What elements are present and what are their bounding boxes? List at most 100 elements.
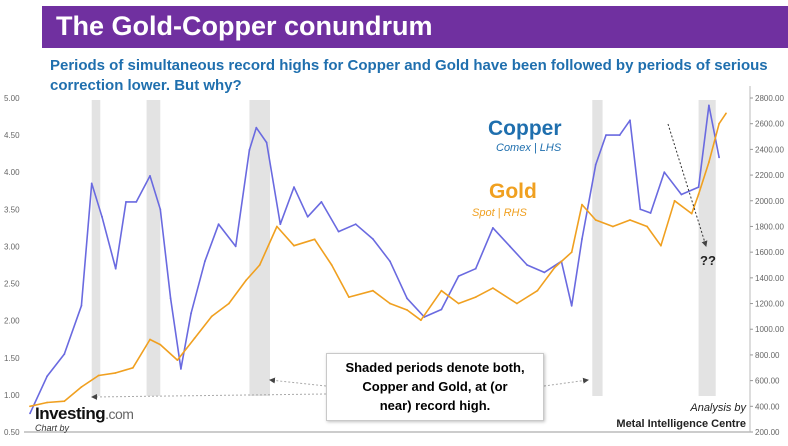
left-tick-label-5: 3.00	[4, 242, 20, 251]
gold-point	[245, 279, 247, 282]
copper-point	[440, 308, 443, 311]
shaded-periods	[91, 100, 716, 396]
copper-point	[90, 182, 93, 185]
copper-point	[639, 208, 642, 211]
gold-point	[492, 287, 494, 289]
gold-point	[612, 225, 614, 228]
shaded-period-1	[146, 100, 161, 396]
gold-point	[80, 386, 83, 388]
gold-point	[210, 315, 213, 318]
copper-point	[474, 267, 477, 270]
copper-point	[663, 171, 666, 174]
copper-point	[354, 223, 357, 226]
copper-point	[492, 227, 494, 229]
series-lines	[29, 104, 727, 415]
gold-point	[690, 212, 693, 215]
copper-point	[581, 238, 583, 240]
left-axis-ticks: 0.50 1.00 1.50 2.00 2.50 3.00 3.50 4.00 4.50 5.00	[4, 94, 20, 437]
gold-series-line	[29, 112, 727, 408]
copper-point	[135, 201, 138, 203]
logo-main: Investing	[35, 404, 106, 423]
gold-point	[97, 374, 100, 377]
logo-suffix: .com	[105, 406, 134, 422]
copper-point	[234, 245, 237, 248]
copper-point	[618, 134, 621, 137]
copper-point	[293, 186, 295, 189]
gold-point	[149, 338, 151, 341]
chart-subtitle: Periods of simultaneous record highs for…	[50, 57, 768, 94]
gold-series-label: Gold	[489, 180, 537, 203]
right-tick-label-2: 600.00	[755, 377, 780, 386]
gold-point	[132, 366, 134, 369]
copper-point	[708, 104, 710, 107]
right-axis-ticks: 200.00 400.00 600.00 800.00 1000.00 1200.00 14…	[750, 94, 784, 437]
copper-point	[320, 201, 323, 203]
left-tick-label-4: 2.50	[4, 280, 20, 289]
copper-point	[594, 163, 597, 166]
gold-point	[725, 112, 727, 115]
right-tick-label-1: 400.00	[755, 402, 780, 411]
copper-point	[46, 375, 48, 378]
callout-arrow-right	[543, 377, 589, 387]
gold-point	[708, 161, 710, 164]
gold-point	[46, 401, 48, 404]
gold-point	[114, 372, 117, 374]
right-tick-label-4: 1000.00	[755, 325, 784, 334]
gold-point	[176, 359, 179, 361]
gridlines	[24, 86, 751, 433]
right-tick-label-0: 200.00	[755, 428, 780, 437]
copper-point	[190, 312, 193, 315]
callout-line-3: near) record high.	[379, 398, 491, 413]
copper-point	[406, 297, 408, 300]
correction-arrow	[667, 123, 708, 247]
copper-point	[629, 119, 631, 122]
analyst-name: Metal Intelligence Centre	[616, 418, 746, 430]
right-tick-label-6: 1400.00	[755, 274, 784, 283]
right-tick-label-8: 1800.00	[755, 222, 784, 231]
copper-point	[306, 215, 309, 218]
copper-point	[526, 264, 528, 266]
copper-point	[169, 297, 172, 300]
gold-point	[276, 225, 278, 228]
callout-arrow-left	[269, 377, 327, 387]
copper-point	[680, 193, 683, 196]
right-tick-label-10: 2200.00	[755, 171, 784, 180]
copper-point	[217, 223, 220, 226]
left-tick-label-9: 5.00	[4, 94, 20, 103]
title-banner: The Gold-Copper conundrum	[42, 6, 788, 48]
shaded-period-2	[249, 100, 270, 396]
gold-point	[29, 405, 31, 408]
copper-point	[372, 238, 374, 240]
right-tick-label-13: 2800.00	[755, 94, 784, 103]
left-tick-label-1: 1.00	[4, 391, 20, 400]
gold-point	[536, 289, 539, 292]
shaded-period-4	[698, 100, 716, 396]
shaded-period-0	[91, 100, 101, 396]
left-tick-label-3: 2.00	[4, 317, 20, 326]
shaded-periods-note: Shaded periods denote both, Copper and G…	[326, 353, 544, 421]
copper-point	[570, 304, 573, 307]
gold-point	[406, 309, 408, 311]
gold-point	[629, 219, 631, 221]
left-tick-label-6: 3.50	[4, 205, 20, 214]
callout-arrow-far-left	[91, 393, 327, 400]
gold-point	[228, 302, 230, 305]
right-tick-label-3: 800.00	[755, 351, 780, 360]
copper-point	[389, 260, 391, 263]
gold-point	[372, 289, 374, 292]
investing-logo: Investing.com	[35, 404, 134, 424]
copper-point	[509, 245, 511, 248]
right-tick-label-5: 1200.00	[755, 300, 784, 309]
gold-point	[457, 302, 460, 305]
copper-series-label: Copper	[488, 117, 562, 140]
gold-point	[673, 199, 676, 202]
copper-point	[114, 267, 117, 270]
copper-point	[697, 186, 700, 189]
left-tick-label-0: 0.50	[4, 428, 20, 437]
gold-point	[660, 244, 662, 247]
gold-point	[293, 244, 295, 247]
gold-point	[389, 302, 391, 305]
right-tick-label-7: 1600.00	[755, 248, 784, 257]
gold-point	[193, 337, 196, 340]
gold-point	[718, 122, 720, 125]
